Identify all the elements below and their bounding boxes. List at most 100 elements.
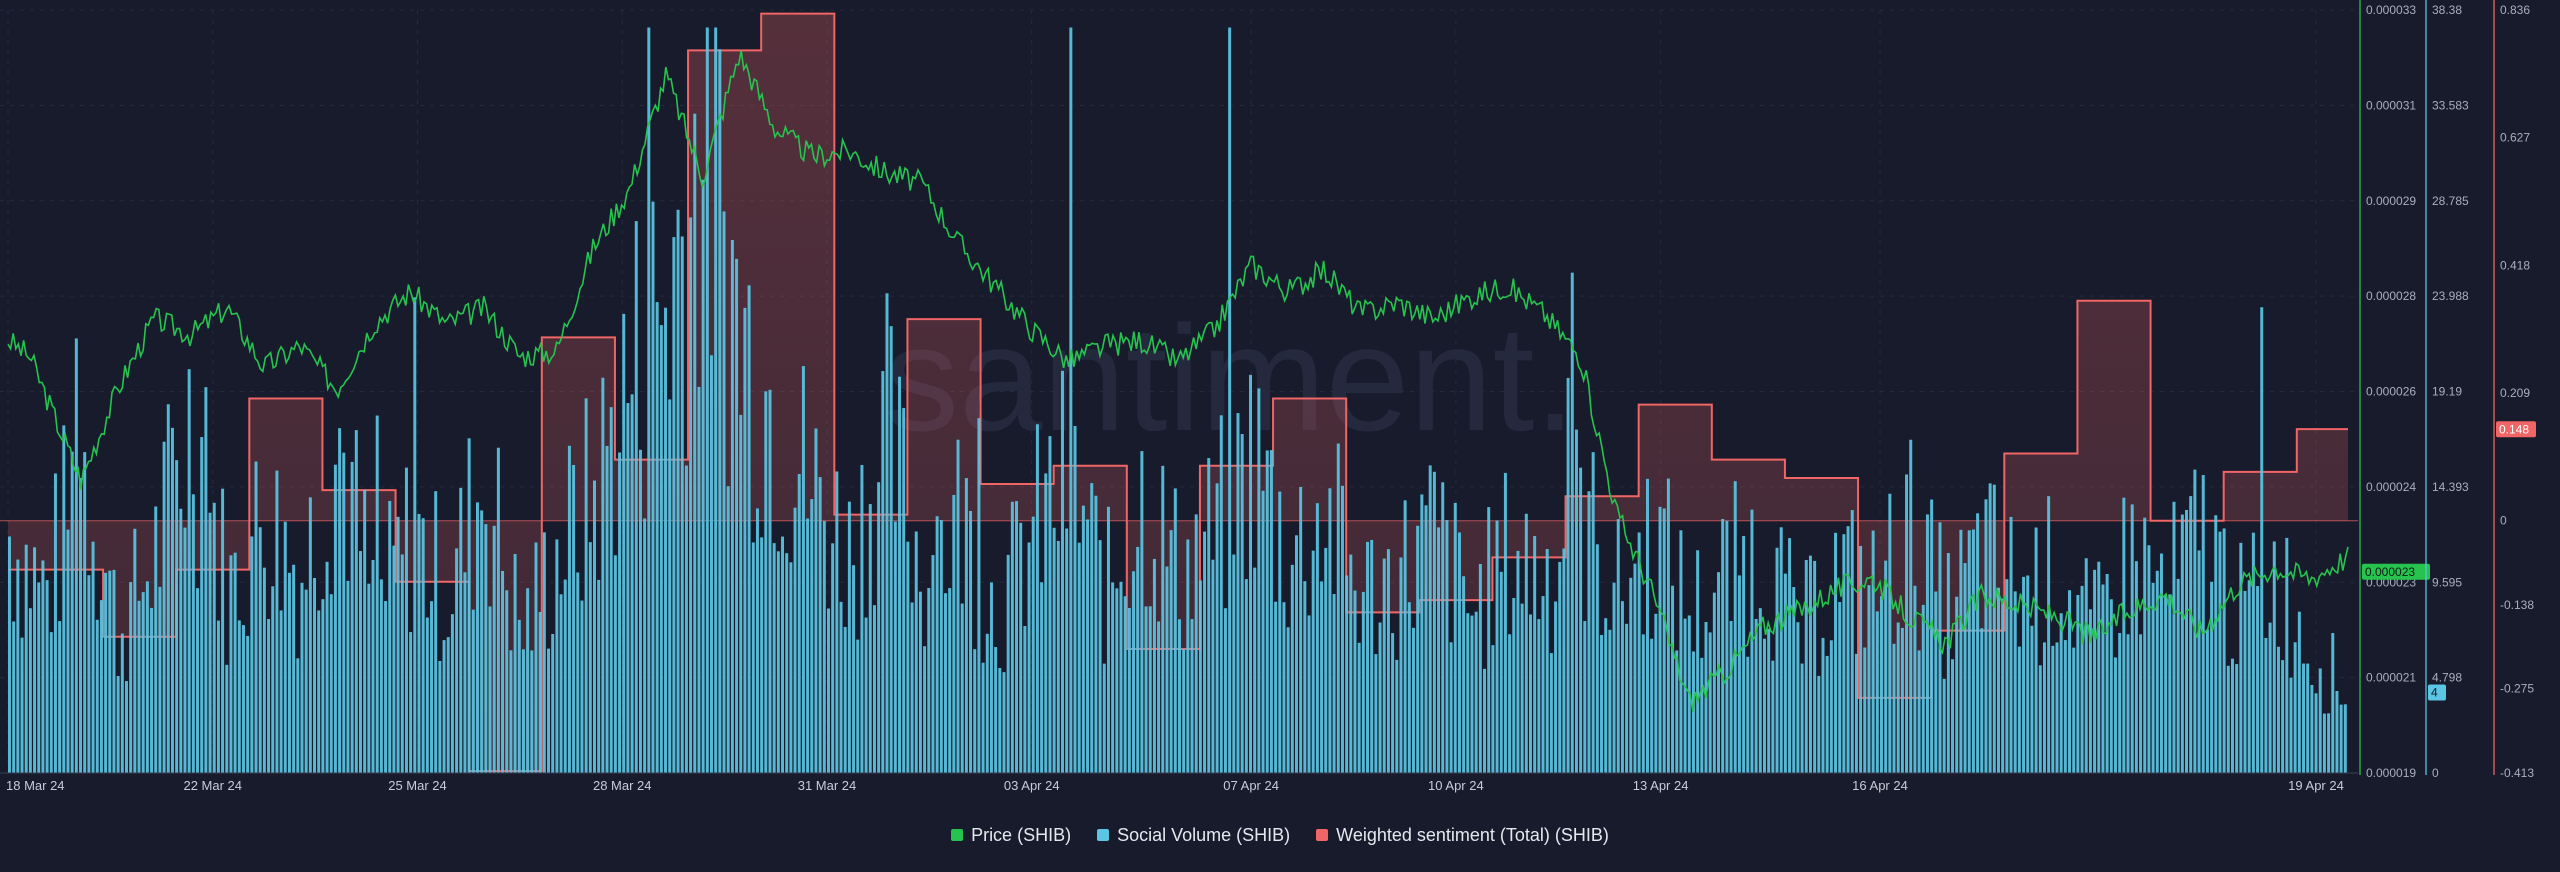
- social-volume-bar: [1800, 663, 1804, 773]
- social-volume-bar: [1554, 601, 1558, 773]
- social-volume-bar: [33, 547, 37, 773]
- social-volume-bar: [137, 600, 141, 773]
- social-volume-bar: [580, 600, 584, 773]
- social-volume-bar: [1232, 554, 1236, 773]
- social-volume-bar: [793, 507, 797, 773]
- social-volume-bar: [1449, 642, 1453, 773]
- social-volume-bar: [1867, 585, 1871, 773]
- social-volume-bar: [781, 536, 785, 773]
- social-volume-bar: [1896, 622, 1900, 773]
- social-volume-bar: [1065, 528, 1069, 773]
- social-volume-bar: [66, 529, 70, 773]
- social-volume-bar: [1349, 554, 1353, 773]
- social-volume-bar: [1261, 490, 1265, 773]
- social_volume-tick-label: 33.583: [2432, 98, 2469, 112]
- social-volume-bar: [1503, 472, 1507, 773]
- social-volume-bar: [1370, 539, 1374, 773]
- social-volume-bar: [120, 633, 124, 773]
- social-volume-bar: [1804, 559, 1808, 773]
- social-volume-bar: [350, 461, 354, 773]
- social-volume-bar: [250, 536, 254, 773]
- social-volume-bar: [1771, 660, 1775, 773]
- social-volume-bar: [521, 649, 525, 773]
- social-volume-bar: [1679, 530, 1683, 773]
- social-volume-bar: [1570, 272, 1574, 773]
- social-volume-bar: [751, 542, 755, 773]
- social-volume-bar: [175, 460, 179, 773]
- social-volume-bar: [1157, 621, 1161, 773]
- social-volume-bar: [384, 601, 388, 773]
- social-volume-bar: [2335, 691, 2339, 773]
- social-volume-bar: [701, 179, 705, 773]
- price-tick-label: 0.000026: [2366, 385, 2416, 399]
- social-volume-bar: [1240, 434, 1244, 773]
- social-volume-bar: [1399, 557, 1403, 773]
- social-volume-bar: [2084, 558, 2088, 773]
- social-volume-bar: [233, 552, 237, 773]
- social-volume-bar: [2235, 664, 2239, 773]
- social-volume-bar: [1428, 465, 1432, 773]
- social-volume-bar: [1687, 615, 1691, 773]
- social-volume-bar: [2251, 532, 2255, 773]
- social-volume-bar: [927, 588, 931, 773]
- social-volume-bar: [676, 209, 680, 773]
- social-volume-bar: [2210, 581, 2214, 773]
- social-volume-bar: [764, 391, 768, 773]
- social-volume-bar: [1303, 581, 1307, 773]
- legend-label-price: Price (SHIB): [971, 824, 1072, 845]
- legend-item-sentiment[interactable]: Weighted sentiment (Total) (SHIB): [1316, 825, 1609, 846]
- social-volume-bar: [371, 559, 375, 773]
- social-volume-bar: [1955, 596, 1959, 773]
- social-volume-bar: [1779, 527, 1783, 773]
- social-volume-bar: [496, 447, 500, 773]
- social-volume-bar: [1917, 650, 1921, 773]
- social-volume-bar: [292, 564, 296, 773]
- social-volume-bar: [835, 471, 839, 773]
- social-volume-bar: [1696, 550, 1700, 773]
- social-volume-bar: [1888, 493, 1892, 773]
- social-volume-bar: [839, 601, 843, 773]
- social-volume-bar: [1854, 653, 1858, 773]
- social-volume-bar: [1462, 576, 1466, 773]
- social-volume-bar: [484, 524, 488, 773]
- social-volume-bar: [2059, 613, 2063, 773]
- social-volume-bar: [768, 389, 772, 773]
- social-volume-bar: [680, 236, 684, 774]
- social-volume-bar: [8, 536, 11, 773]
- social-volume-bar: [939, 520, 943, 773]
- social-volume-bar: [1077, 542, 1081, 773]
- social-volume-bar: [145, 581, 149, 773]
- social-volume-bar: [2185, 509, 2189, 773]
- social-volume-bar: [1633, 563, 1637, 773]
- social-volume-bar: [321, 599, 325, 773]
- social-volume-bar: [37, 582, 41, 773]
- social-volume-bar: [626, 403, 630, 773]
- social-volume-bar: [1813, 560, 1817, 773]
- social-volume-bar: [877, 482, 881, 773]
- social-volume-bar: [1432, 471, 1436, 773]
- social-volume-bar: [308, 497, 312, 773]
- social-volume-bar: [2214, 515, 2218, 773]
- social-volume-bar: [1863, 647, 1867, 773]
- social-volume-bar: [1274, 601, 1278, 773]
- social-volume-bar: [501, 570, 505, 773]
- legend-item-social-volume[interactable]: Social Volume (SHIB): [1097, 825, 1290, 846]
- social_volume-tick-label: 9.595: [2432, 575, 2462, 589]
- social-volume-bar: [2080, 585, 2084, 773]
- social-volume-bar: [1942, 678, 1946, 773]
- legend-item-price[interactable]: Price (SHIB): [951, 825, 1071, 846]
- social-volume-bar: [597, 579, 601, 773]
- social-volume-bar: [1328, 488, 1332, 773]
- social-volume-bar: [2038, 665, 2042, 773]
- social-volume-bar: [1487, 507, 1491, 773]
- social-volume-bar: [375, 415, 379, 773]
- social-volume-bar: [2126, 634, 2130, 773]
- social-volume-bar: [889, 326, 893, 773]
- social-volume-bar: [1382, 558, 1386, 773]
- social-volume-bar: [1671, 585, 1675, 773]
- social-volume-bar: [99, 600, 103, 773]
- social_volume-tick-label: 23.988: [2432, 289, 2469, 303]
- social-volume-bar: [2143, 517, 2147, 773]
- social-volume-bar: [476, 502, 479, 773]
